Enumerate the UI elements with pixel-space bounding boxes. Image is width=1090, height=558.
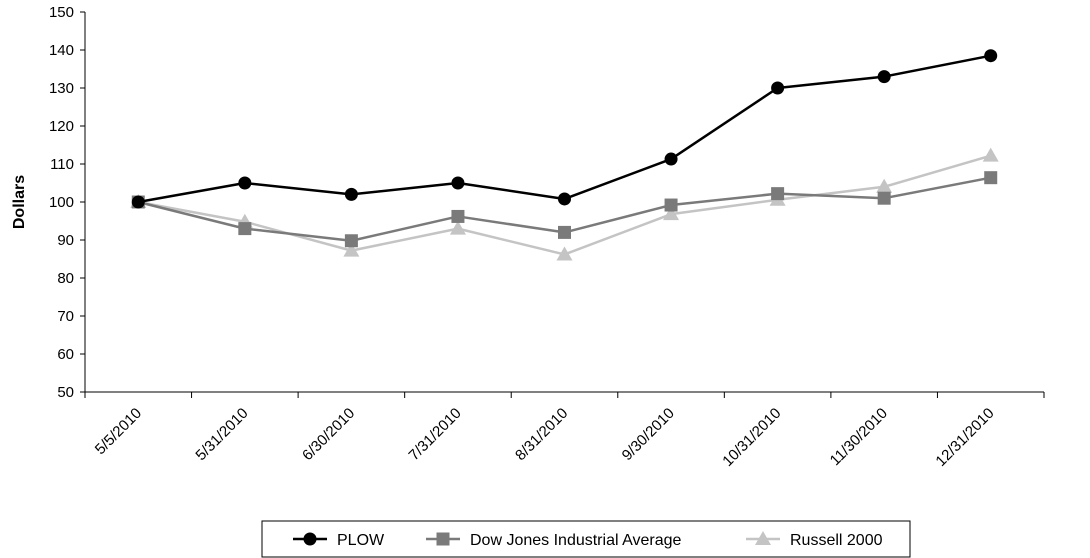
x-ticks: 5/5/2010 5/31/2010 6/30/2010 7/31/2010 8/31/… [84,392,1045,470]
y-tick-label: 100 [49,194,74,211]
data-point [877,70,891,84]
legend-label: PLOW [337,532,385,549]
x-tick-label: 7/31/2010 [406,405,465,464]
y-tick-label: 110 [50,156,74,173]
data-point [771,187,785,201]
x-tick-label: 6/30/2010 [299,405,358,464]
y-tick-label: 80 [57,270,74,287]
y-tick-label: 140 [49,42,74,59]
data-point [451,176,465,190]
y-axis-label: Dollars [11,175,28,229]
legend-item: Russell 2000 [746,531,883,549]
data-point [984,171,998,185]
series-group [130,49,999,261]
x-tick-label: 11/30/2010 [827,405,891,469]
data-point [238,176,252,190]
data-point [664,198,678,212]
x-tick-label: 5/5/2010 [92,405,145,458]
data-point [771,81,785,95]
y-tick-label: 120 [49,118,74,135]
data-point [556,246,573,261]
legend: PLOW Dow Jones Industrial Average Russell … [261,520,911,558]
data-point [877,191,891,205]
data-point [238,222,252,236]
y-tick-label: 70 [57,308,74,325]
data-point [876,178,893,193]
data-point [131,195,145,209]
y-ticks: 50 60 70 80 90 100 110 120 130 140 150 [49,4,85,401]
legend-marker [436,532,450,546]
x-tick-label: 5/31/2010 [192,405,251,464]
x-tick-label: 12/31/2010 [932,405,997,470]
legend-label: Russell 2000 [790,532,883,549]
series-line [138,54,991,204]
y-tick-label: 150 [49,4,74,21]
data-point [664,152,678,166]
series-plow [131,49,998,209]
y-tick-label: 50 [57,384,74,401]
legend-marker [303,532,317,546]
data-point [344,187,358,201]
data-point [984,49,998,63]
series-dow-jones-industrial-average [131,171,998,248]
data-point [449,220,466,235]
legend-item: Dow Jones Industrial Average [426,532,681,549]
data-point [663,206,680,221]
y-tick-label: 130 [49,80,74,97]
x-tick-label: 8/31/2010 [512,405,571,464]
legend-label: Dow Jones Industrial Average [470,532,681,549]
x-tick-label: 9/30/2010 [619,405,678,464]
legend-item: PLOW [293,532,385,549]
data-point [343,242,360,257]
y-tick-label: 60 [57,346,74,363]
data-point [982,147,999,162]
data-point [558,225,571,239]
data-point [451,209,465,223]
data-point [558,192,571,206]
y-tick-label: 90 [57,232,74,249]
x-tick-label: 10/31/2010 [719,405,784,470]
legend-marker [755,531,771,545]
data-point [344,234,358,248]
legend-box [261,520,911,558]
